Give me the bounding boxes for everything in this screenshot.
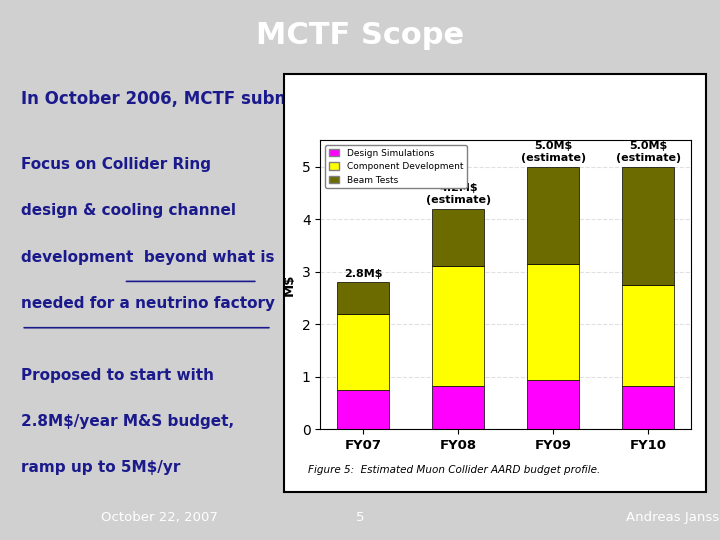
Text: Andreas Jansson: Andreas Jansson — [626, 510, 720, 524]
Text: MCTF Scope: MCTF Scope — [256, 21, 464, 50]
Text: In October 2006, MCTF submitted initial R&D plan:: In October 2006, MCTF submitted initial … — [22, 90, 495, 108]
Bar — [527, 167, 580, 264]
Bar — [432, 386, 485, 429]
Bar — [527, 264, 580, 381]
Text: 2.8M$/year M&S budget,: 2.8M$/year M&S budget, — [22, 414, 235, 429]
Legend: Design Simulations, Component Development, Beam Tests: Design Simulations, Component Developmen… — [325, 145, 467, 188]
Bar — [622, 386, 675, 429]
Text: design & cooling channel: design & cooling channel — [22, 204, 236, 219]
Bar — [622, 285, 675, 386]
Bar — [622, 167, 675, 285]
Text: development  beyond what is: development beyond what is — [22, 250, 275, 265]
Text: 2.8M$: 2.8M$ — [344, 268, 382, 279]
Y-axis label: M$: M$ — [283, 274, 296, 296]
Text: 5.0M$
(estimate): 5.0M$ (estimate) — [616, 141, 681, 163]
Text: 5.0M$
(estimate): 5.0M$ (estimate) — [521, 141, 586, 163]
Text: 4.2M$
(estimate): 4.2M$ (estimate) — [426, 184, 491, 205]
Text: Focus on Collider Ring: Focus on Collider Ring — [22, 157, 211, 172]
Bar — [337, 282, 390, 314]
Bar — [527, 381, 580, 429]
Text: October 22, 2007: October 22, 2007 — [101, 510, 217, 524]
Bar — [337, 314, 390, 390]
Bar — [432, 266, 485, 386]
Text: needed for a neutrino factory: needed for a neutrino factory — [22, 296, 275, 311]
Text: 5: 5 — [356, 510, 364, 524]
Text: Proposed to start with: Proposed to start with — [22, 368, 215, 383]
Bar — [337, 390, 390, 429]
Text: Figure 5:  Estimated Muon Collider AARD budget profile.: Figure 5: Estimated Muon Collider AARD b… — [308, 465, 600, 475]
Bar — [432, 208, 485, 266]
Text: ramp up to 5M$/yr: ramp up to 5M$/yr — [22, 461, 181, 475]
